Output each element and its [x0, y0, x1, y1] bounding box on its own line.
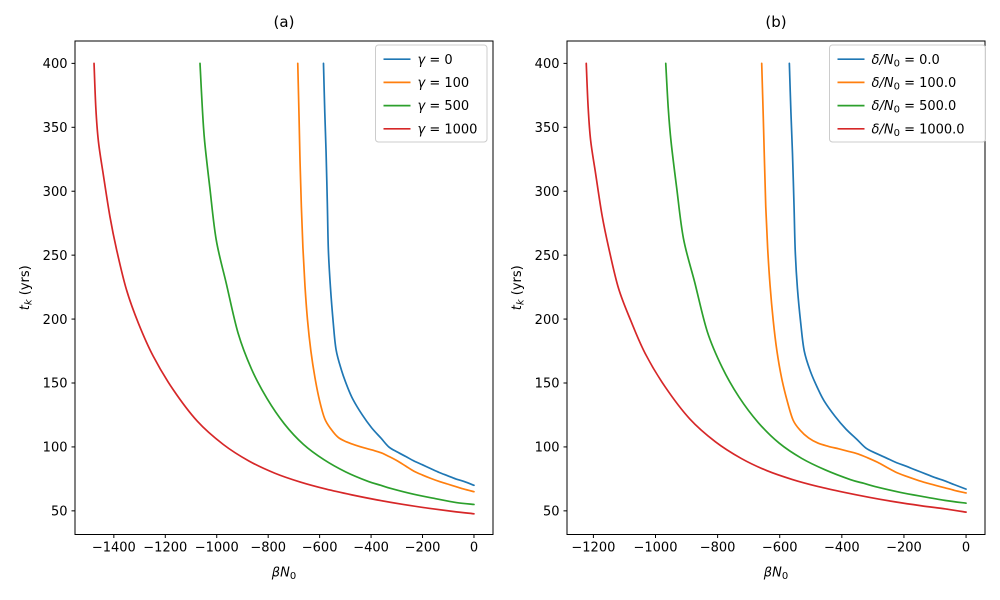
axis-title-x: βN0: [271, 566, 296, 583]
y-tick-label: 150: [535, 377, 560, 392]
y-tick-label: 350: [535, 121, 560, 136]
y-tick-label: 350: [43, 121, 68, 136]
legend-label: γ = 0: [418, 53, 453, 68]
legend-label: δ/N0 = 100.0: [872, 76, 957, 93]
series-line-1: [296, 62, 475, 493]
y-tick-label: 400: [43, 57, 68, 72]
y-tick-label: 300: [535, 185, 560, 200]
series-line-2: [664, 62, 967, 505]
series-line-0: [322, 62, 475, 487]
subplot-title: (a): [274, 13, 295, 31]
series-line-1: [760, 62, 967, 494]
x-tick-label: −200: [405, 541, 441, 556]
series-line-0: [788, 62, 967, 490]
subplot-a: −1400 −1200 −1000 −800 −600 −400 −200 0 50 100 150…: [18, 13, 494, 583]
x-tick-label: −600: [762, 541, 798, 556]
x-tick-label: −200: [886, 541, 922, 556]
y-axis-ticks: 50 100 150 200 250 300 350 400: [43, 57, 75, 520]
legend-box: [829, 44, 986, 143]
legend-box: [375, 44, 488, 143]
axes-frame: [566, 40, 986, 535]
x-tick-label: −1400: [92, 541, 136, 556]
legend-label: γ = 100: [418, 76, 470, 91]
axes-frame: [74, 40, 494, 535]
legend: γ = 0 γ = 100 γ = 500 γ = 1000: [375, 44, 488, 143]
y-tick-label: 400: [535, 57, 560, 72]
y-tick-label: 50: [543, 505, 560, 520]
subplot-title: (b): [765, 13, 786, 31]
x-tick-label: −400: [824, 541, 860, 556]
subplot-b: −1200 −1000 −800 −600 −400 −200 0 50 100 150 200 25…: [510, 13, 986, 582]
legend: δ/N0 = 0.0 δ/N0 = 100.0 δ/N0 = 500.0 δ/N0 =…: [829, 44, 986, 143]
x-tick-label: 0: [962, 541, 970, 556]
y-tick-label: 100: [43, 441, 68, 456]
x-tick-label: −1000: [195, 541, 239, 556]
series-lines: [585, 62, 967, 513]
y-tick-label: 100: [535, 441, 560, 456]
series-line-2: [199, 62, 475, 506]
legend-label: γ = 500: [418, 99, 470, 114]
x-tick-label: −400: [353, 541, 389, 556]
x-tick-label: −1200: [571, 541, 615, 556]
legend-label: δ/N0 = 0.0: [872, 53, 940, 70]
axis-title-x: βN0: [763, 566, 788, 583]
y-tick-label: 50: [51, 505, 68, 520]
axis-title-y: tk (yrs): [510, 265, 527, 310]
y-axis-ticks: 50 100 150 200 250 300 350 400: [535, 57, 567, 520]
y-tick-label: 200: [43, 313, 68, 328]
axis-title-y: tk (yrs): [18, 265, 35, 310]
legend-label: δ/N0 = 1000.0: [872, 122, 965, 139]
x-tick-label: −800: [700, 541, 736, 556]
series-line-3: [585, 62, 967, 513]
x-axis-ticks: −1200 −1000 −800 −600 −400 −200 0: [571, 534, 970, 556]
legend-label: δ/N0 = 500.0: [872, 99, 957, 116]
series-lines: [93, 62, 475, 515]
x-tick-label: −800: [250, 541, 286, 556]
x-tick-label: −1200: [143, 541, 187, 556]
y-tick-label: 300: [43, 185, 68, 200]
x-tick-label: −600: [302, 541, 338, 556]
x-tick-label: 0: [470, 541, 478, 556]
x-tick-label: −1000: [634, 541, 678, 556]
y-tick-label: 250: [535, 249, 560, 264]
y-tick-label: 200: [535, 313, 560, 328]
x-axis-ticks: −1400 −1200 −1000 −800 −600 −400 −200 0: [92, 534, 478, 556]
y-tick-label: 150: [43, 377, 68, 392]
y-tick-label: 250: [43, 249, 68, 264]
legend-label: γ = 1000: [418, 122, 478, 137]
series-line-3: [93, 62, 475, 515]
